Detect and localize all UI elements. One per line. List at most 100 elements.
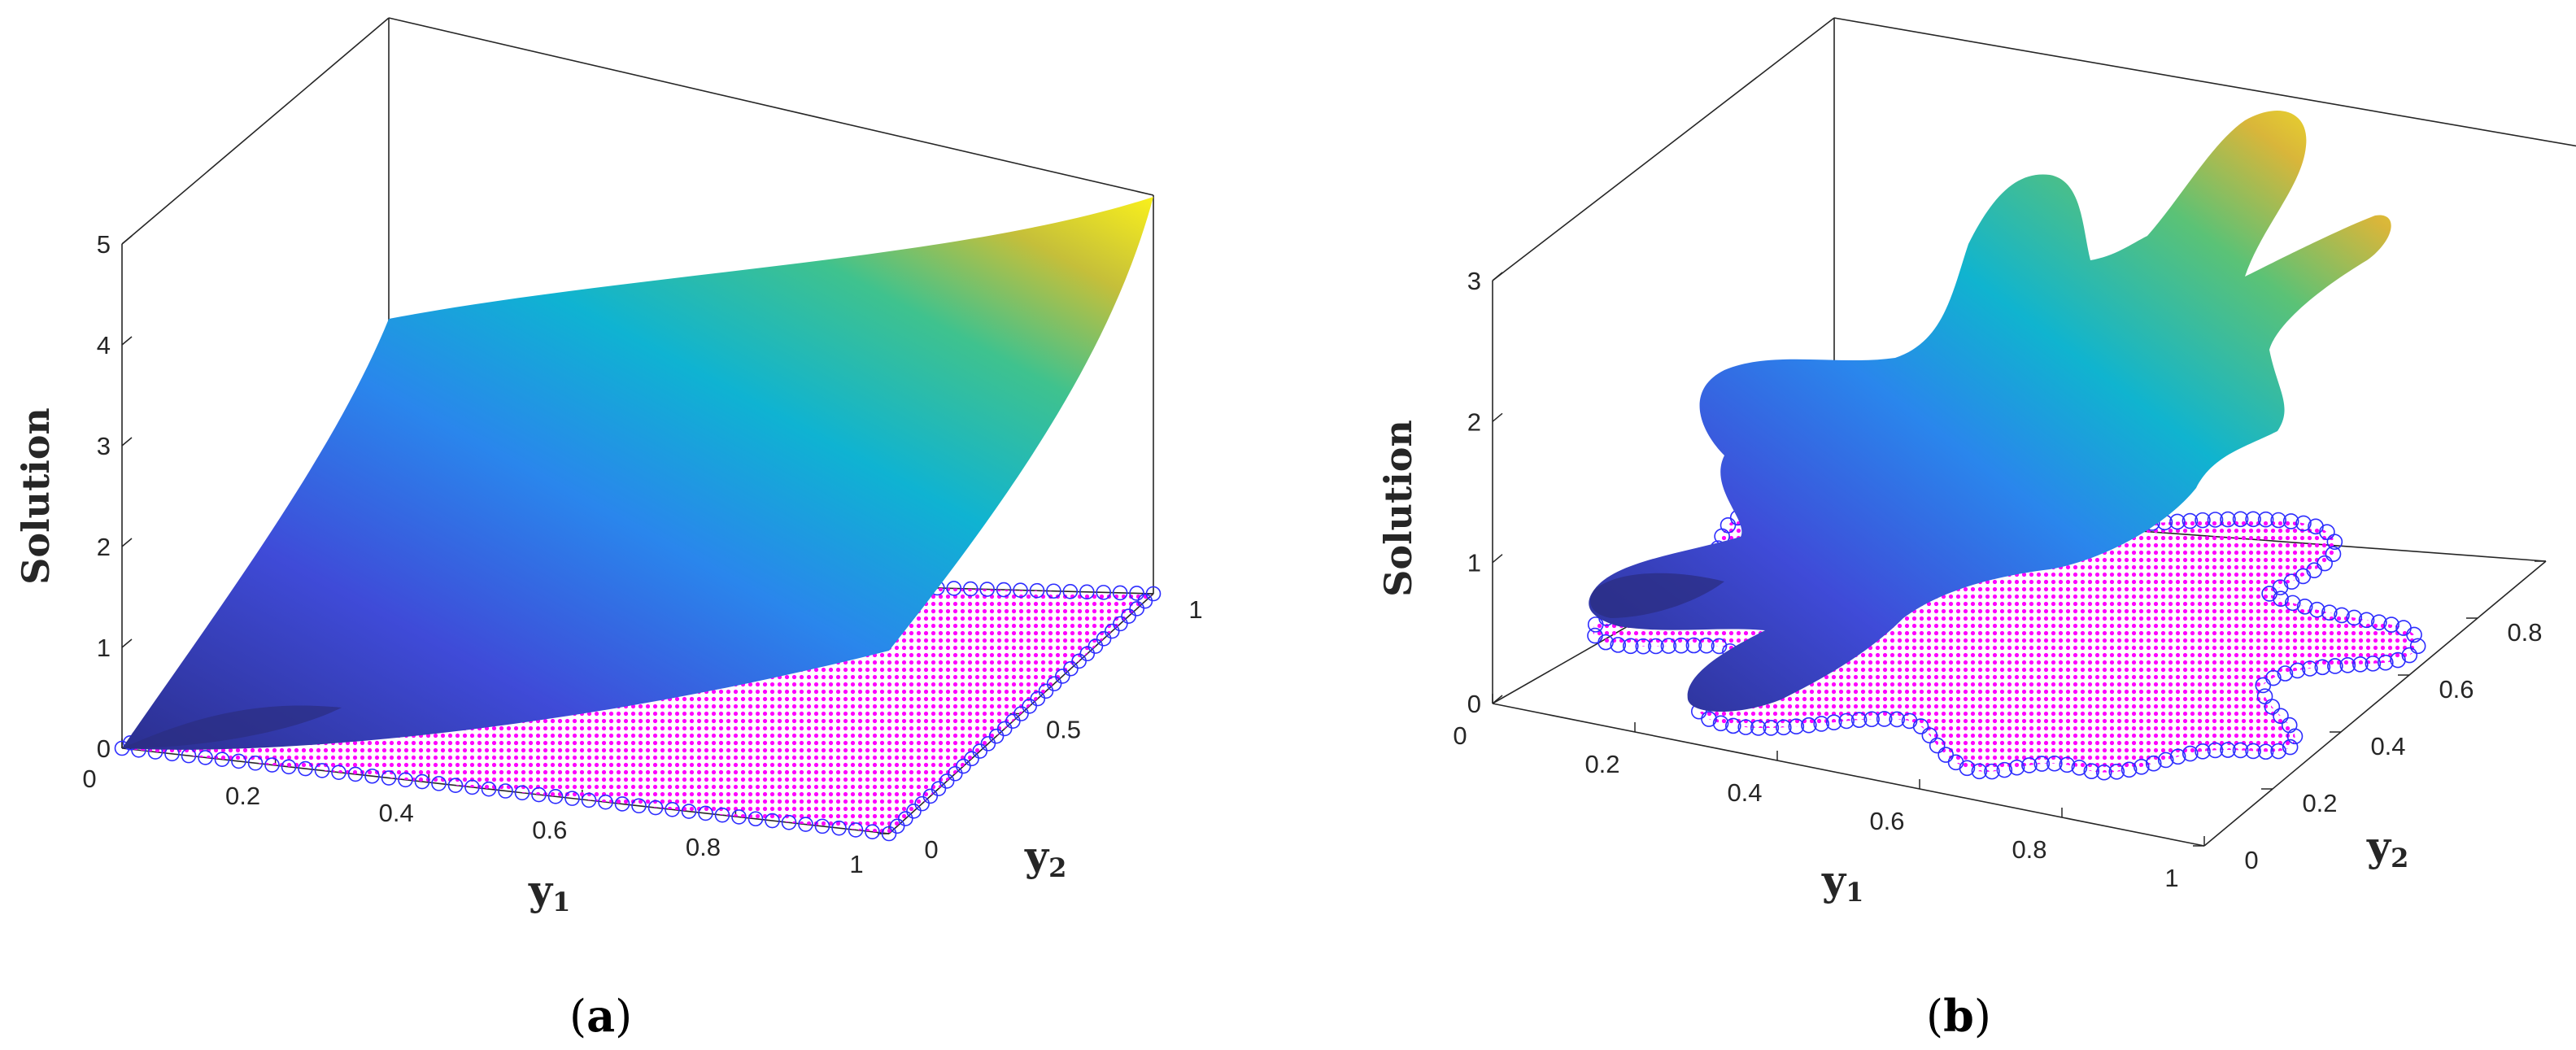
boundary-point <box>1984 763 2000 780</box>
boundary-point <box>2282 738 2299 756</box>
boundary-point <box>2264 699 2281 715</box>
boundary-point <box>1701 711 1717 727</box>
panel-a-z-tick-label: 4 <box>97 331 111 359</box>
boundary-point <box>2334 607 2350 624</box>
boundary-point <box>1610 637 1627 653</box>
boundary-point <box>665 802 680 817</box>
panel-b-z-tick-mark <box>1492 695 1503 704</box>
panel-a-z-tick-label: 1 <box>97 634 111 662</box>
panel-a-z-label: Solution <box>14 407 58 585</box>
boundary-point <box>681 804 697 819</box>
boundary-point <box>2390 651 2406 669</box>
boundary-point <box>198 750 213 765</box>
boundary-point <box>647 799 664 816</box>
boundary-point <box>214 752 230 767</box>
panel-b-z-tick-mark <box>1492 272 1503 281</box>
boundary-point <box>1121 608 1136 624</box>
boundary-point <box>2325 546 2342 562</box>
boundary-point <box>447 778 464 793</box>
panel-a-z-tick-label: 3 <box>97 432 111 460</box>
boundary-point <box>1921 727 1938 743</box>
boundary-point <box>1947 754 1964 771</box>
boundary-point <box>1648 638 1664 655</box>
boundary-point <box>2033 756 2051 772</box>
boundary-point <box>914 795 930 812</box>
boundary-point <box>2169 748 2186 765</box>
boundary-point <box>1029 582 1045 599</box>
panel-b-y-ticks: 00.20.40.60.81 <box>2193 560 2546 874</box>
panel-b-z-tick-label: 0 <box>1467 690 1481 718</box>
boundary-point <box>964 751 979 767</box>
panel-a-z-tick-label: 0 <box>97 734 111 763</box>
boundary-point <box>231 753 246 769</box>
boundary-point <box>2261 586 2277 602</box>
boundary-point <box>1838 712 1855 730</box>
boundary-point <box>2207 742 2224 759</box>
boundary-point <box>1079 646 1096 662</box>
boundary-point <box>1129 601 1144 616</box>
boundary-point <box>1825 714 1842 730</box>
panel-a-x-tick-label: 1 <box>849 850 863 878</box>
boundary-point <box>2383 616 2399 633</box>
boundary-point <box>2220 511 2236 528</box>
boundary-point <box>922 788 939 804</box>
boundary-point <box>598 794 613 810</box>
boundary-point <box>2257 511 2274 528</box>
panel-b-x-tick-label: 0.2 <box>1584 750 1619 778</box>
boundary-point <box>2277 665 2294 682</box>
boundary-point <box>2008 759 2025 776</box>
boundary-point <box>381 770 397 786</box>
panel-a-surface-shade <box>122 705 342 748</box>
boundary-point <box>889 818 905 834</box>
boundary-point <box>2195 743 2211 760</box>
panel-a-z-tick-label: 5 <box>97 230 111 259</box>
boundary-point <box>1079 584 1095 600</box>
boundary-point <box>531 786 547 803</box>
boundary-point <box>1063 660 1079 677</box>
boundary-point <box>2257 743 2274 760</box>
panel-a-x-tick-label: 0.8 <box>686 833 721 861</box>
boundary-point <box>2232 511 2249 528</box>
boundary-point <box>431 776 447 791</box>
boundary-point <box>1673 637 1689 654</box>
panel-a-x-ticks: 0 0.2 0.4 0.6 0.8 1 <box>82 738 890 878</box>
boundary-point <box>1145 586 1162 602</box>
boundary-point <box>2378 654 2394 671</box>
boundary-point <box>1937 747 1954 763</box>
boundary-point <box>1685 637 1702 654</box>
boundary-point <box>2296 599 2313 615</box>
boundary-point <box>1022 698 1037 714</box>
boundary-point <box>996 582 1012 598</box>
boundary-point <box>2365 656 2382 672</box>
boundary-point <box>1137 593 1153 609</box>
boundary-point <box>1587 627 1603 644</box>
boundary-point <box>2021 757 2038 773</box>
panel-b-z-ticks: 0 1 2 3 <box>1467 267 1503 718</box>
panel-b-x-tick-label: 0.4 <box>1727 778 1762 807</box>
boundary-point <box>347 766 364 782</box>
boundary-point <box>2059 756 2076 773</box>
boundary-point <box>1737 719 1754 735</box>
boundary-point <box>1850 712 1868 728</box>
boundary-point <box>2319 524 2335 540</box>
boundary-point <box>2255 677 2272 694</box>
boundary-point <box>614 796 630 812</box>
boundary-point <box>1801 717 1817 734</box>
boundary-point <box>247 755 264 771</box>
boundary-point <box>814 818 830 834</box>
boundary-point <box>2295 515 2312 532</box>
panel-b-y-tick-label: 0.2 <box>2302 789 2337 817</box>
boundary-point <box>2314 659 2331 676</box>
boundary-point <box>865 824 880 840</box>
boundary-point <box>1660 638 1677 654</box>
boundary-point <box>980 736 996 752</box>
boundary-point <box>2321 604 2338 621</box>
boundary-point <box>2182 745 2199 762</box>
panel-b-x-ticks: 0 0.2 0.4 0.6 0.8 1 <box>1453 694 2205 892</box>
panel-b-z-tick-mark <box>1492 412 1503 422</box>
panel-b-z-label: Solution <box>1376 420 1420 597</box>
boundary-point <box>2108 763 2125 780</box>
boundary-point <box>2284 595 2301 612</box>
boundary-point <box>931 781 947 796</box>
boundary-point <box>988 728 1005 744</box>
